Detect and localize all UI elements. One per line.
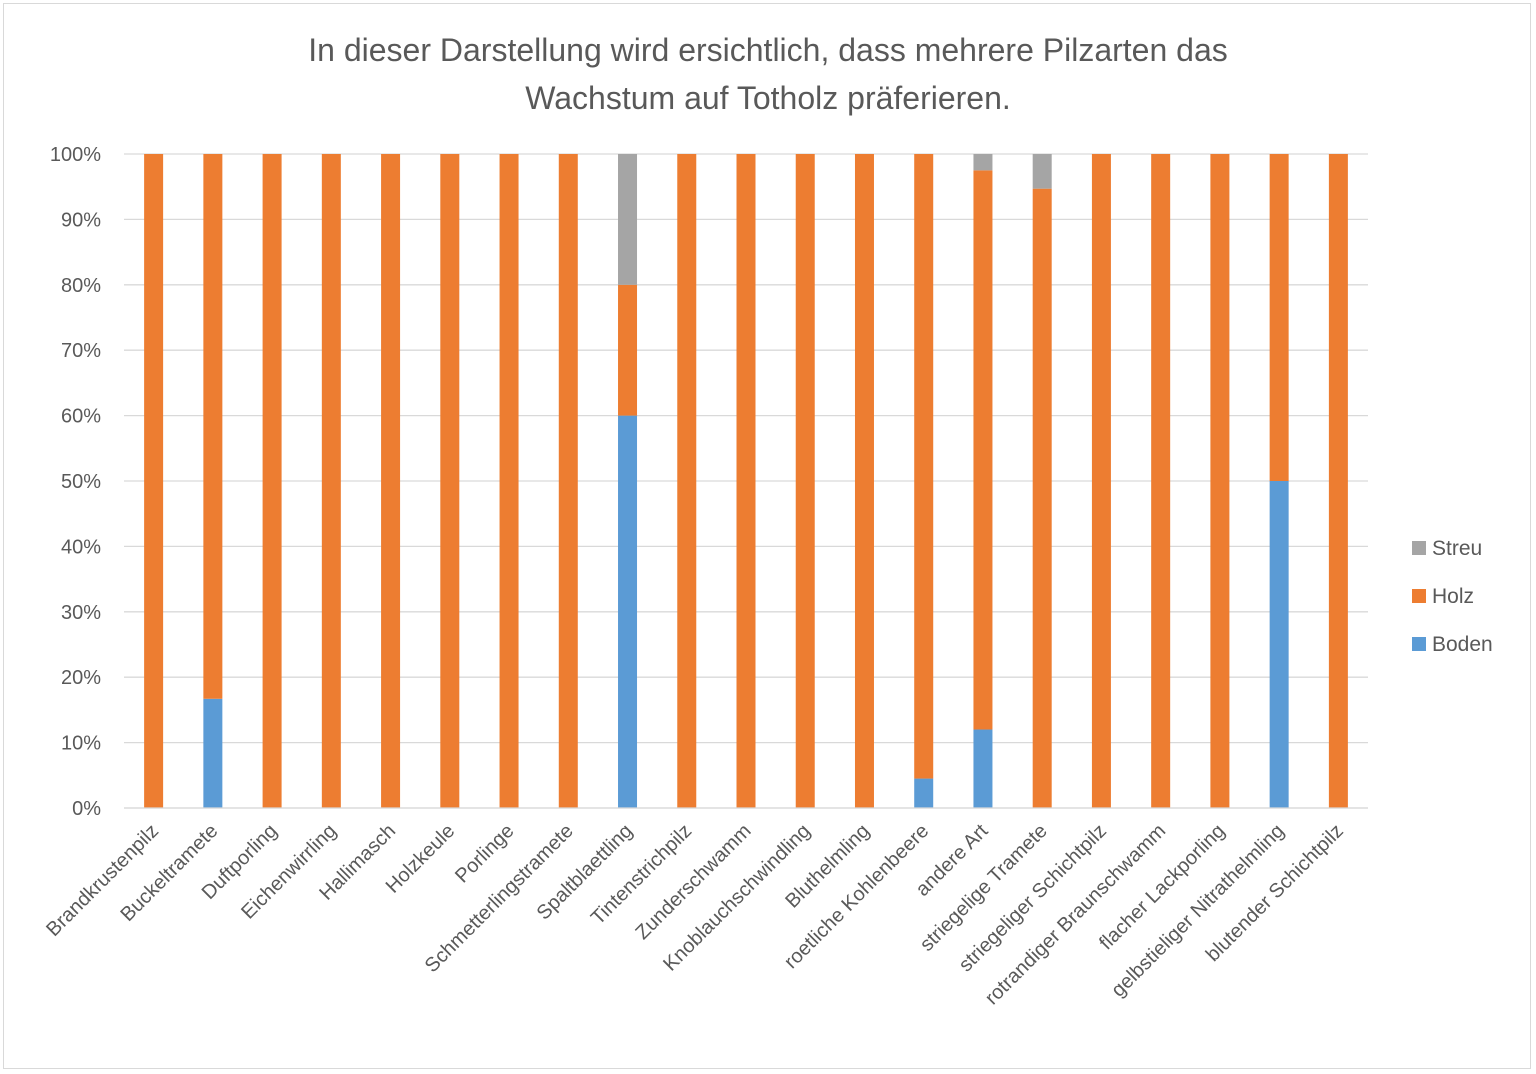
bar-segment-holz: [144, 154, 164, 808]
legend-swatch-streu: [1412, 541, 1426, 555]
bar-segment-holz: [1091, 154, 1111, 808]
bar-segment-holz: [1328, 154, 1348, 808]
bar-segment-holz: [618, 284, 638, 416]
bar-segment-holz: [677, 154, 697, 808]
legend-swatch-boden: [1412, 637, 1426, 651]
bar-segment-holz: [499, 154, 519, 808]
y-tick-label: 70%: [61, 340, 101, 362]
bar-segment-holz: [203, 154, 223, 699]
bar-segment-holz: [558, 154, 578, 808]
bar-segment-boden: [1269, 481, 1289, 808]
y-tick-label: 20%: [61, 667, 101, 689]
y-tick-label: 50%: [61, 471, 101, 493]
y-tick-label: 60%: [61, 406, 101, 428]
bar-segment-holz: [854, 154, 874, 808]
y-tick-label: 80%: [61, 275, 101, 297]
y-tick-label: 90%: [61, 209, 101, 231]
bar-segment-holz: [914, 154, 934, 779]
legend-label-boden: Boden: [1432, 633, 1493, 656]
bar-segment-holz: [795, 154, 815, 808]
bar-segment-holz: [973, 170, 993, 730]
bars-layer: [144, 154, 1348, 809]
chart-title-line-2: Wachstum auf Totholz präferieren.: [525, 80, 1011, 116]
legend-label-streu: Streu: [1432, 537, 1482, 560]
x-axis: BrandkrustenpilzBuckeltrameteDuftporling…: [42, 807, 1368, 1009]
bar-segment-holz: [1269, 154, 1289, 481]
bar-segment-boden: [203, 698, 223, 808]
bar-segment-holz: [1151, 154, 1171, 808]
y-tick-label: 40%: [61, 536, 101, 558]
x-tick-label: Tintenstrichpilz: [587, 820, 696, 929]
bar-segment-streu: [1032, 154, 1052, 189]
legend: Streu Holz Boden: [1412, 537, 1493, 656]
y-tick-label: 0%: [72, 798, 101, 820]
bar-segment-boden: [973, 729, 993, 808]
bar-segment-holz: [736, 154, 756, 808]
bar-segment-holz: [381, 154, 401, 808]
legend-label-holz: Holz: [1432, 585, 1474, 608]
legend-swatch-holz: [1412, 589, 1426, 603]
bar-segment-boden: [618, 415, 638, 808]
bar-segment-holz: [1032, 188, 1052, 809]
y-axis: 0% 10% 20% 30% 40% 50% 60% 70% 80% 90% 100%: [50, 144, 101, 820]
y-tick-label: 30%: [61, 602, 101, 624]
bar-segment-streu: [618, 154, 638, 285]
bar-segment-holz: [440, 154, 460, 808]
chart-title-line-1: In dieser Darstellung wird ersichtlich, …: [308, 32, 1228, 68]
y-tick-label: 10%: [61, 733, 101, 755]
bar-segment-holz: [321, 154, 341, 808]
bar-segment-holz: [1210, 154, 1230, 808]
bar-segment-boden: [914, 778, 934, 808]
y-tick-label: 100%: [50, 144, 101, 166]
bar-segment-holz: [262, 154, 282, 808]
chart-title: In dieser Darstellung wird ersichtlich, …: [0, 26, 1536, 122]
bar-segment-streu: [973, 154, 993, 171]
